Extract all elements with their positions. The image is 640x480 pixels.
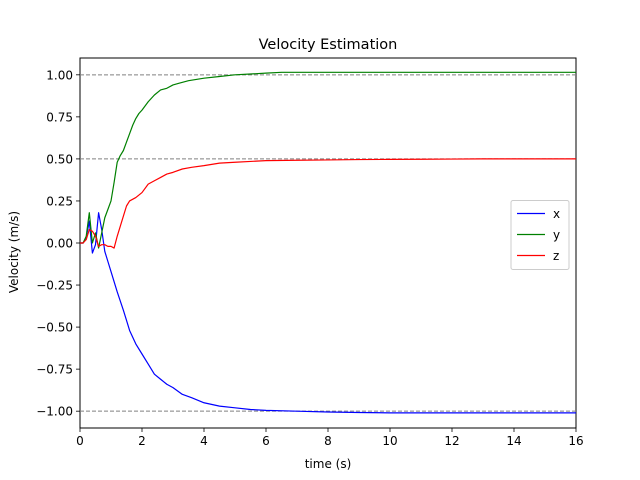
- x-tick-label: 8: [324, 434, 332, 448]
- y-tick-label: −0.75: [36, 363, 73, 377]
- x-tick-label: 14: [506, 434, 521, 448]
- y-tick-label: 0.50: [46, 152, 73, 166]
- y-tick-label: 0.25: [46, 194, 73, 208]
- x-tick-label: 16: [568, 434, 583, 448]
- chart-title: Velocity Estimation: [259, 37, 398, 53]
- y-tick-label: 0.00: [46, 237, 73, 251]
- legend-label-y: y: [553, 228, 560, 242]
- y-tick-label: −0.25: [36, 279, 73, 293]
- y-tick-label: −0.50: [36, 321, 73, 335]
- y-tick-label: −1.00: [36, 405, 73, 419]
- x-tick-label: 4: [200, 434, 208, 448]
- y-tick-label: 0.75: [46, 110, 73, 124]
- reference-lines: [80, 74, 576, 412]
- y-axis-label: Velocity (m/s): [7, 211, 21, 293]
- plot-area: [79, 57, 577, 429]
- legend: xyz: [510, 200, 570, 270]
- legend-label-z: z: [553, 249, 559, 263]
- x-axis-label: time (s): [305, 457, 352, 471]
- x-tick-label: 12: [444, 434, 459, 448]
- x-tick-label: 2: [138, 434, 146, 448]
- x-tick-label: 0: [76, 434, 84, 448]
- x-tick-label: 6: [262, 434, 270, 448]
- x-axis: 0 2 4 6 8 10 12 14 16: [76, 428, 584, 448]
- series-line-z: [80, 158, 576, 249]
- y-axis: −1.00 −0.75 −0.50 −0.25 0.00 0.25 0.50 0.75 1.00: [36, 68, 80, 419]
- plot-frame: [79, 57, 577, 429]
- legend-label-x: x: [553, 207, 560, 221]
- y-tick-label: 1.00: [46, 68, 73, 82]
- series-lines: [80, 71, 576, 414]
- x-tick-label: 10: [382, 434, 397, 448]
- series-line-y: [80, 71, 576, 249]
- series-line-x: [80, 212, 576, 414]
